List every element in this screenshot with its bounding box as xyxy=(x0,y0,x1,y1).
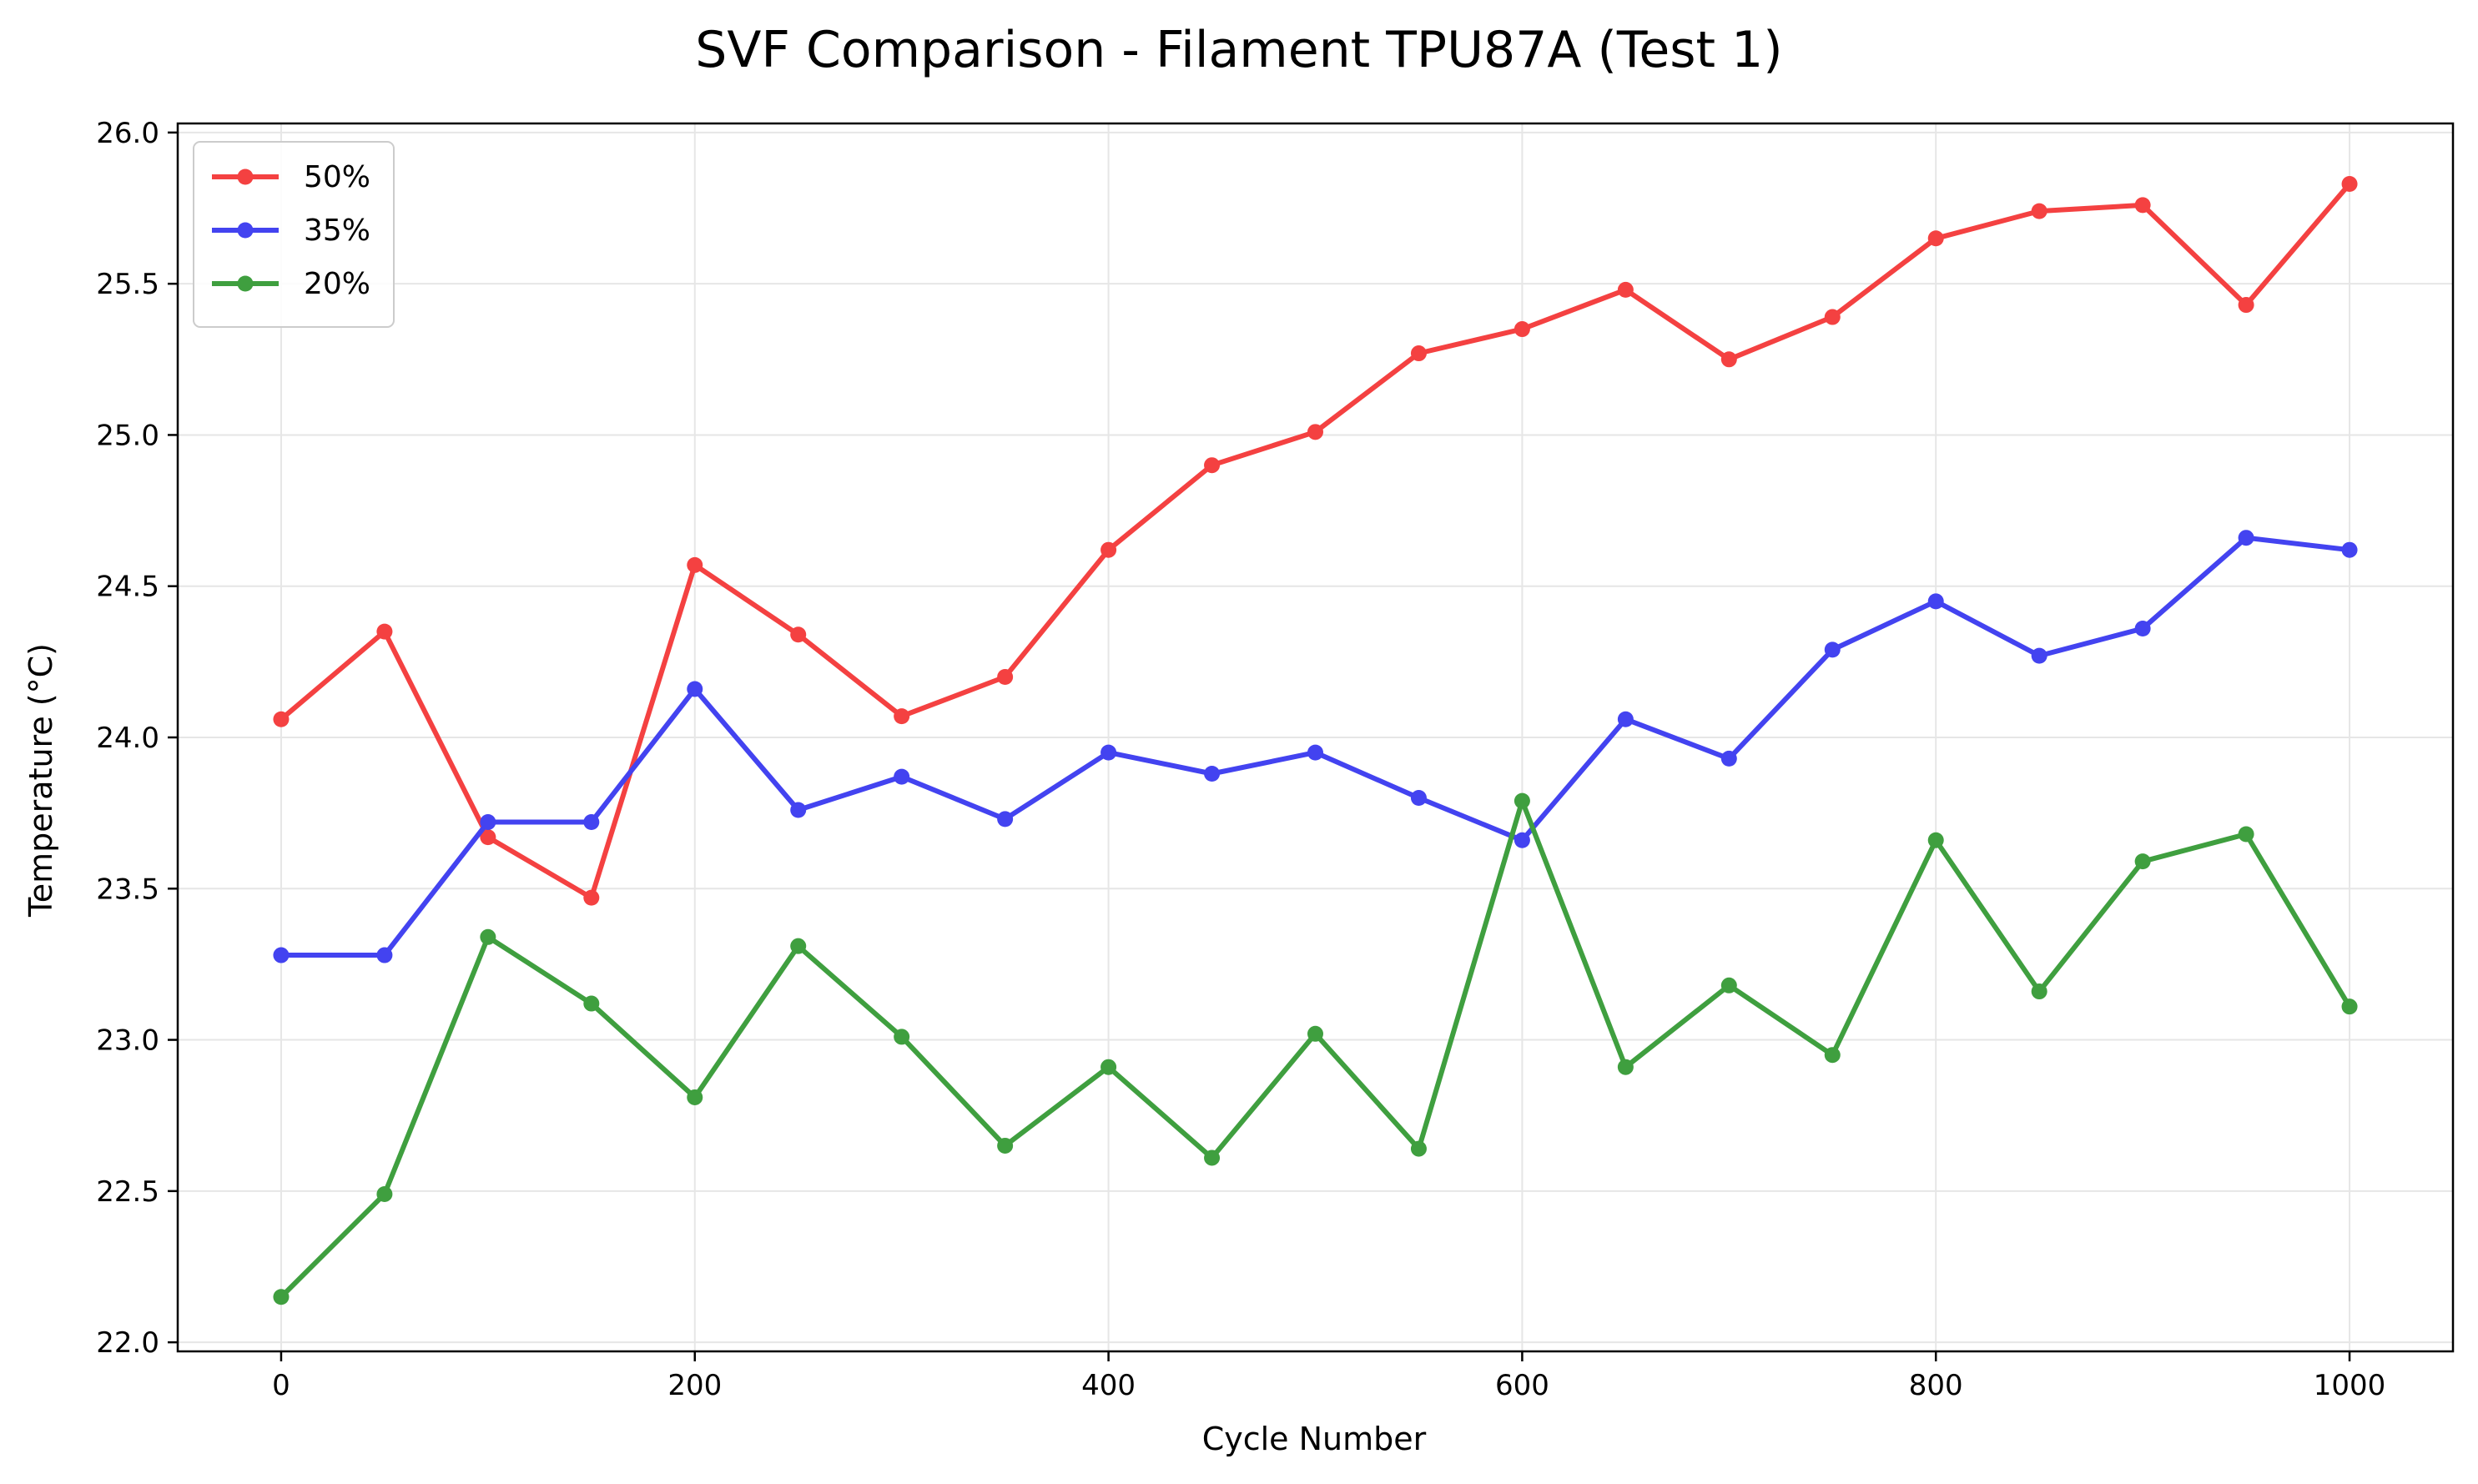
data-point xyxy=(2341,176,2358,193)
x-tick-label: 600 xyxy=(1495,1369,1549,1402)
data-point xyxy=(273,1289,290,1305)
data-point xyxy=(273,947,290,963)
data-point xyxy=(583,995,600,1012)
data-point xyxy=(583,814,600,831)
data-point xyxy=(1410,790,1427,807)
data-point xyxy=(687,556,703,573)
data-point xyxy=(1204,1149,1221,1166)
y-tick-label: 23.0 xyxy=(96,1024,159,1058)
data-point xyxy=(1617,711,1634,727)
data-point xyxy=(1720,977,1737,994)
data-point xyxy=(1410,1140,1427,1157)
data-point xyxy=(1720,750,1737,767)
y-tick-label: 24.5 xyxy=(96,571,159,604)
legend-label: 50% xyxy=(304,160,370,194)
data-point xyxy=(2238,826,2254,843)
y-tick-label: 25.5 xyxy=(96,268,159,301)
y-tick-label: 23.5 xyxy=(96,873,159,906)
data-point xyxy=(1927,593,1944,610)
data-point xyxy=(790,802,807,818)
data-point xyxy=(790,626,807,643)
y-axis-title: Temperature (°C) xyxy=(23,643,59,918)
data-point xyxy=(894,768,910,785)
x-tick-label: 1000 xyxy=(2314,1369,2386,1402)
data-point xyxy=(1513,792,1530,809)
data-point xyxy=(2238,297,2254,314)
data-point xyxy=(2134,853,2151,870)
data-point xyxy=(2341,999,2358,1015)
data-point xyxy=(2031,203,2047,219)
data-point xyxy=(2341,541,2358,558)
x-tick-label: 200 xyxy=(667,1369,722,1402)
data-point xyxy=(1720,351,1737,368)
legend-label: 20% xyxy=(304,267,370,301)
x-axis-title: Cycle Number xyxy=(1202,1421,1427,1457)
data-point xyxy=(376,1185,393,1202)
data-point xyxy=(1824,641,1841,658)
data-point xyxy=(1204,457,1221,474)
y-tick-label: 22.0 xyxy=(96,1326,159,1360)
data-point xyxy=(1927,230,1944,247)
legend: 50% 35% 20% xyxy=(193,141,395,328)
data-point xyxy=(894,1029,910,1045)
data-point xyxy=(2134,197,2151,214)
data-point xyxy=(480,829,496,846)
data-point xyxy=(376,623,393,640)
data-point xyxy=(997,668,1014,685)
data-point xyxy=(1824,309,1841,325)
series-line xyxy=(279,181,2352,901)
data-point xyxy=(894,708,910,725)
data-point xyxy=(1927,832,1944,848)
data-point xyxy=(1824,1047,1841,1064)
data-point xyxy=(687,681,703,697)
x-tick-label: 0 xyxy=(272,1369,290,1402)
data-point xyxy=(2031,983,2047,1000)
data-point xyxy=(1513,321,1530,338)
data-point xyxy=(1617,1059,1634,1075)
x-tick-label: 400 xyxy=(1081,1369,1136,1402)
data-point xyxy=(1410,345,1427,362)
data-point xyxy=(1100,1059,1117,1075)
data-point xyxy=(583,889,600,906)
data-point xyxy=(2031,647,2047,664)
chart-title: SVF Comparison - Filament TPU87A (Test 1… xyxy=(695,21,1782,79)
series-line xyxy=(279,798,2352,1300)
legend-marker xyxy=(237,222,254,239)
data-point xyxy=(1204,766,1221,782)
data-point xyxy=(1307,1025,1323,1042)
data-point xyxy=(480,814,496,831)
axes: 0 200 400 600 800 1000 22.0 22.5 23.0 23.5 24.0 24.… xyxy=(96,117,2455,1402)
data-point xyxy=(273,711,290,727)
data-point xyxy=(997,1137,1014,1154)
legend-marker xyxy=(237,169,254,185)
y-tick-label: 25.0 xyxy=(96,419,159,452)
data-point xyxy=(687,1089,703,1105)
y-tick-label: 22.5 xyxy=(96,1175,159,1209)
data-point xyxy=(1513,832,1530,848)
grid-lines xyxy=(178,123,2453,1351)
y-tick-label: 26.0 xyxy=(96,117,159,150)
y-tick-label: 24.0 xyxy=(96,722,159,755)
data-point xyxy=(2238,530,2254,546)
data-point xyxy=(997,811,1014,828)
data-point xyxy=(1307,744,1323,761)
data-point xyxy=(1100,744,1117,761)
data-point xyxy=(790,938,807,954)
data-point xyxy=(1100,541,1117,558)
x-tick-label: 800 xyxy=(1909,1369,1963,1402)
data-point xyxy=(1617,281,1634,298)
legend-marker xyxy=(237,275,254,292)
data-point xyxy=(480,928,496,945)
data-point xyxy=(376,947,393,963)
data-point xyxy=(2134,620,2151,636)
legend-label: 35% xyxy=(304,214,370,248)
series-lines xyxy=(273,176,2358,1305)
data-point xyxy=(1307,424,1323,440)
